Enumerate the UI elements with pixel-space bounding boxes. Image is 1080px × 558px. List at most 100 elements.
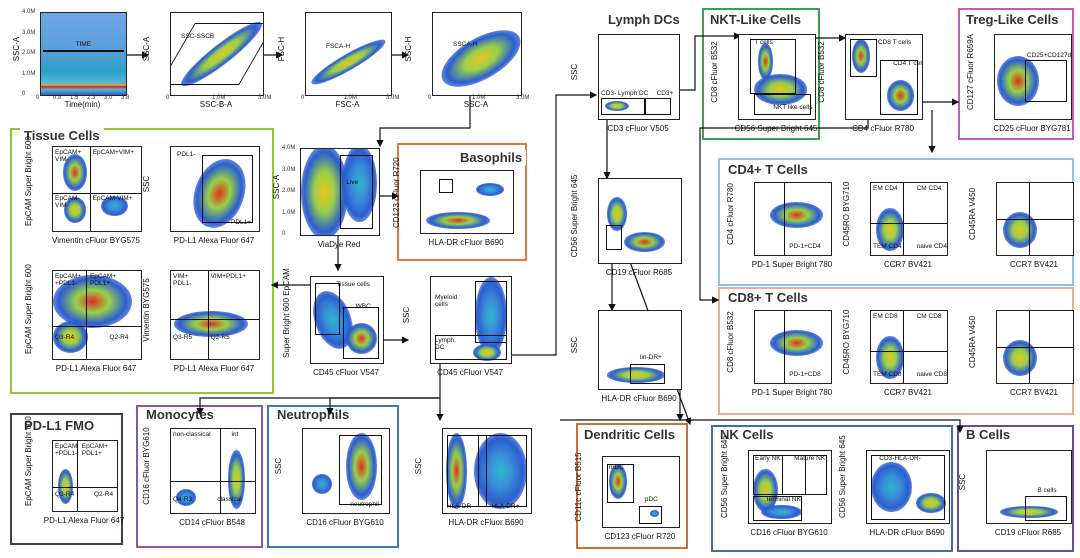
density-cluster [650, 509, 660, 517]
plot-time: TIME [40, 12, 127, 96]
plot-ldc3: lin-DR+ [598, 310, 682, 390]
density-cluster [62, 153, 88, 191]
pdl1-fmo-panel [10, 413, 123, 545]
gate-label: lin-DR+ [640, 353, 662, 361]
y-tick-label: 3.0M [282, 166, 296, 173]
y-axis-label: SSC-A [272, 174, 281, 200]
gate-label: Q4-R3 [173, 496, 193, 504]
tissue-cells-title: Tissue Cells [20, 128, 104, 143]
nkt-gate [754, 93, 812, 115]
x-tick-label: 0 [301, 95, 305, 101]
pdc-gate [639, 506, 663, 524]
density-cluster [176, 489, 197, 507]
cd4-gate [880, 60, 919, 115]
plot-bcell: B cells [986, 450, 1072, 524]
gate-label: int [231, 431, 239, 438]
plot-cd4c [996, 182, 1074, 256]
x-tick-label: 3.0M [516, 95, 530, 101]
density-cluster [345, 323, 378, 355]
density-cluster [311, 473, 333, 494]
plot-tis3: EpCAM+ +PDL1- EpCAM+ PDL1+ Q3-R4 Q2-R4 [52, 270, 142, 360]
tissue-cells-panel [10, 128, 274, 394]
gate-label: EpCAM+ PDL1+ [89, 273, 117, 287]
time-gate-line [43, 50, 124, 52]
nk-cells-panel [711, 425, 953, 552]
y-axis-label: EpCAM Super Bright 600 [24, 264, 33, 354]
gate-label: pDC [644, 495, 658, 503]
density-cluster [604, 101, 629, 112]
y-axis-label: CD45RO BYG710 [842, 181, 851, 247]
x-axis-label: PD-L1 Alexa Fluor 647 [43, 516, 125, 525]
x-tick-label: 3.0 [104, 95, 113, 101]
gate-label: naive CD4 [916, 243, 947, 250]
cd8-gate [850, 39, 877, 77]
x-axis-label: HLA-DR cFluor B690 [869, 528, 945, 537]
density-cluster [623, 231, 665, 253]
gate-label: CM CD8 [916, 313, 942, 320]
x-axis-label: SSC-B-A [199, 100, 233, 109]
plot-cd8c [996, 310, 1074, 384]
x-axis-label: CD25 cFluor BYG781 [993, 124, 1071, 133]
pdl1-gate [201, 155, 253, 223]
y-axis-label: EpCAM Super Bright 600 [24, 416, 33, 506]
y-axis-label: EpCAM Super Bright 600 [24, 136, 33, 226]
density-cluster [1003, 211, 1037, 248]
gate-label: Q2-R4 [109, 334, 129, 342]
x-tick-label: 0 [166, 95, 170, 101]
density-cluster [609, 464, 628, 499]
cd8-t-cells-title: CD8+ T Cells [724, 290, 812, 305]
gate-label: CD3+ [656, 90, 674, 98]
gate-label: PD-1+CD4 [789, 243, 821, 250]
x-axis-label: CCR7 BV421 [1009, 388, 1059, 397]
y-axis-label: SSC [402, 306, 411, 324]
plot-nk2: CD3-HLA-DR- [866, 450, 950, 524]
mature-nk-gate [781, 455, 827, 495]
y-axis-label: SSC-A [12, 36, 21, 62]
arrow-hla-neut [326, 397, 440, 416]
density-cluster [433, 18, 521, 95]
dendritic-cells-title: Dendritic Cells [580, 427, 680, 442]
density-cluster [754, 74, 808, 105]
x-tick-label: 1.5 [70, 95, 79, 101]
density-cluster [770, 330, 824, 357]
density-cluster [607, 367, 665, 383]
gate-label: classical [217, 496, 242, 504]
gate-label: B cells [1037, 487, 1057, 494]
pdl1-fmo-title: PD-L1 FMO [20, 418, 99, 433]
plot-ldc1: CD3- Lymph DC CD3+ [598, 34, 680, 120]
lin-neg-gate [605, 225, 622, 251]
gate-label: WBC [355, 302, 371, 310]
y-axis-label: CD123 cFluor R720 [392, 157, 401, 228]
plot-tis4: VIM+ PDL1- VIM+PDL1+ Q3-R5 Q2-R5 [170, 270, 260, 360]
basophils-panel [397, 143, 527, 261]
hla-dr-neg-gate [447, 435, 487, 507]
x-axis-label: FSC-A [335, 100, 360, 109]
gate-label: naive CD8 [916, 371, 947, 378]
quadrant-line [1028, 183, 1030, 255]
x-axis-label: HLA-DR cFluor B690 [601, 394, 677, 403]
x-axis-label: Vimentin cFluor BYG575 [52, 236, 140, 245]
gate-label: PDL1+ [231, 219, 252, 226]
quadrant-line [783, 183, 785, 255]
plot-hla: HLA-DR- HLA-DR+ [442, 428, 532, 514]
x-axis-label: CD45 cFluor V547 [313, 368, 379, 377]
y-axis-label: CD56 Super Bright 645 [720, 435, 729, 518]
gate-label: Tissue cells [336, 281, 370, 288]
plot-nk1: Early NK Mature NK Terminal NK [748, 450, 832, 524]
gate-label: Myeloid cells [435, 294, 458, 309]
plot-tis1: EpCAM+ VIM- EpCAM+VIM+ EpCAM- VIM- EpCAM-VI… [52, 146, 142, 232]
gate-label: SSC-SSCB [181, 33, 215, 40]
density-cluster [346, 433, 377, 501]
y-axis-label: CD11c cFluor B515 [574, 452, 583, 522]
quadrant-line [1028, 311, 1030, 383]
x-tick-label: 1.0M [343, 95, 357, 101]
t-cells-gate [750, 39, 796, 94]
y-axis-label: CD8 cFluor B532 [726, 311, 735, 373]
gate-label: EpCAM+ +PDL1- [55, 273, 82, 287]
y-axis-label: CD56 Super Bright 645 [570, 174, 579, 258]
density-cluster [228, 450, 245, 509]
gate-label: Q3-R4 [55, 491, 75, 499]
nkt-like-panel [702, 8, 820, 140]
density-cluster [101, 195, 128, 216]
density-cluster [770, 202, 824, 229]
